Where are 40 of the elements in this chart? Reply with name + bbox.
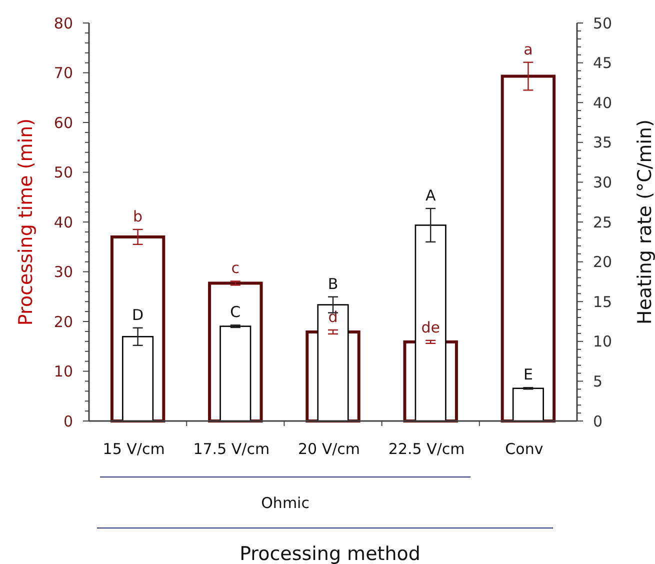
y-axis-title: Processing time (min) [15,118,37,326]
y2-tick-label: 40 [593,94,612,112]
y2-tick-label: 45 [593,54,612,72]
x-axis-title: Processing method [240,543,420,564]
y-tick-label: 0 [63,412,73,430]
y-tick-label: 70 [54,64,73,82]
data-label: c [231,259,240,278]
x-tick-label: 15 V/cm [102,440,165,458]
y-tick-label: 80 [54,14,73,32]
data-label: de [421,318,440,336]
bar [500,74,556,422]
data-label: d [328,308,338,326]
y2-tick-label: 0 [593,412,603,430]
y2-axis-title: Heating rate (°C/min) [634,120,655,324]
x-tick-label: 22.5 V/cm [388,440,465,458]
y-tick-label: 50 [54,164,73,182]
y-tick-label: 10 [54,362,73,380]
y2-tick-label: 50 [593,14,612,32]
data-label: D [132,306,144,324]
y-tick-label: 60 [54,114,73,132]
data-label: a [524,40,533,58]
y2-tick-label: 10 [593,332,612,351]
x-tick-label: 20 V/cm [298,440,360,458]
y-tick-label: 30 [54,263,73,281]
y2-tick-label: 15 [593,292,612,311]
data-label: C [230,303,241,322]
y2-tick-label: 20 [593,253,612,272]
data-label: E [523,366,533,384]
y-tick-label: 20 [54,312,73,331]
y2-tick-label: 30 [593,173,612,192]
x-tick-label: Conv [505,440,544,458]
data-label: B [328,274,338,293]
data-label: A [425,186,436,204]
text: Ohmic [261,494,310,512]
y2-tick-label: 5 [593,372,603,390]
y2-tick-label: 25 [593,213,612,232]
y2-tick-label: 35 [593,134,612,152]
data-label: b [133,207,143,226]
x-tick-label: 17.5 V/cm [193,440,270,458]
y-tick-label: 40 [54,213,73,232]
